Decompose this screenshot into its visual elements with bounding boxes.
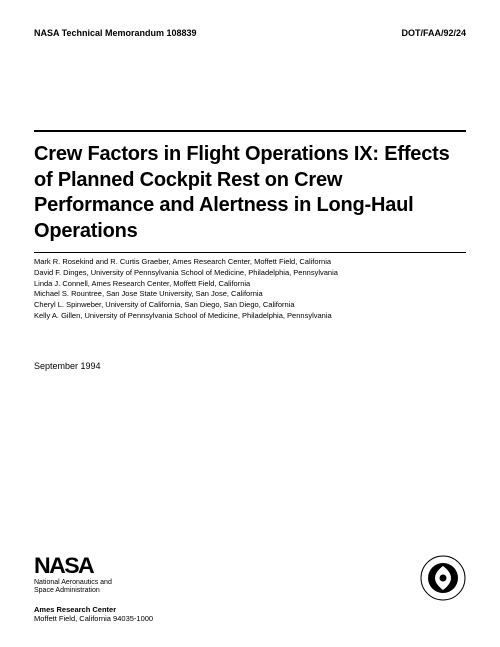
nasa-subtitle: National Aeronautics and Space Administr… — [34, 579, 153, 595]
nasa-logo-block: NASA National Aeronautics and Space Admi… — [34, 553, 153, 623]
author-list: Mark R. Rosekind and R. Curtis Graeber, … — [34, 253, 466, 361]
author-line: David F. Dinges, University of Pennsylva… — [34, 268, 466, 278]
research-center-info: Ames Research Center Moffett Field, Cali… — [34, 605, 153, 623]
author-line: Linda J. Connell, Ames Research Center, … — [34, 279, 466, 289]
memo-number: NASA Technical Memorandum 108839 — [34, 28, 197, 38]
center-name: Ames Research Center — [34, 605, 153, 614]
author-line: Cheryl L. Spinweber, University of Calif… — [34, 300, 466, 310]
nasa-logo-icon: NASA — [34, 553, 159, 579]
author-line: Mark R. Rosekind and R. Curtis Graeber, … — [34, 257, 466, 267]
center-address: Moffett Field, California 94035-1000 — [34, 614, 153, 623]
footer: NASA National Aeronautics and Space Admi… — [34, 553, 466, 623]
author-line: Kelly A. Gillen, University of Pennsylva… — [34, 311, 466, 321]
dot-faa-number: DOT/FAA/92/24 — [401, 28, 466, 38]
nasa-sub-line: National Aeronautics and — [34, 579, 153, 587]
publication-date: September 1994 — [34, 361, 466, 371]
nasa-sub-line: Space Administration — [34, 587, 153, 595]
page-title: Crew Factors in Flight Operations IX: Ef… — [34, 132, 466, 252]
dot-seal-icon — [420, 555, 466, 601]
author-line: Michael S. Rountree, San Jose State Univ… — [34, 289, 466, 299]
